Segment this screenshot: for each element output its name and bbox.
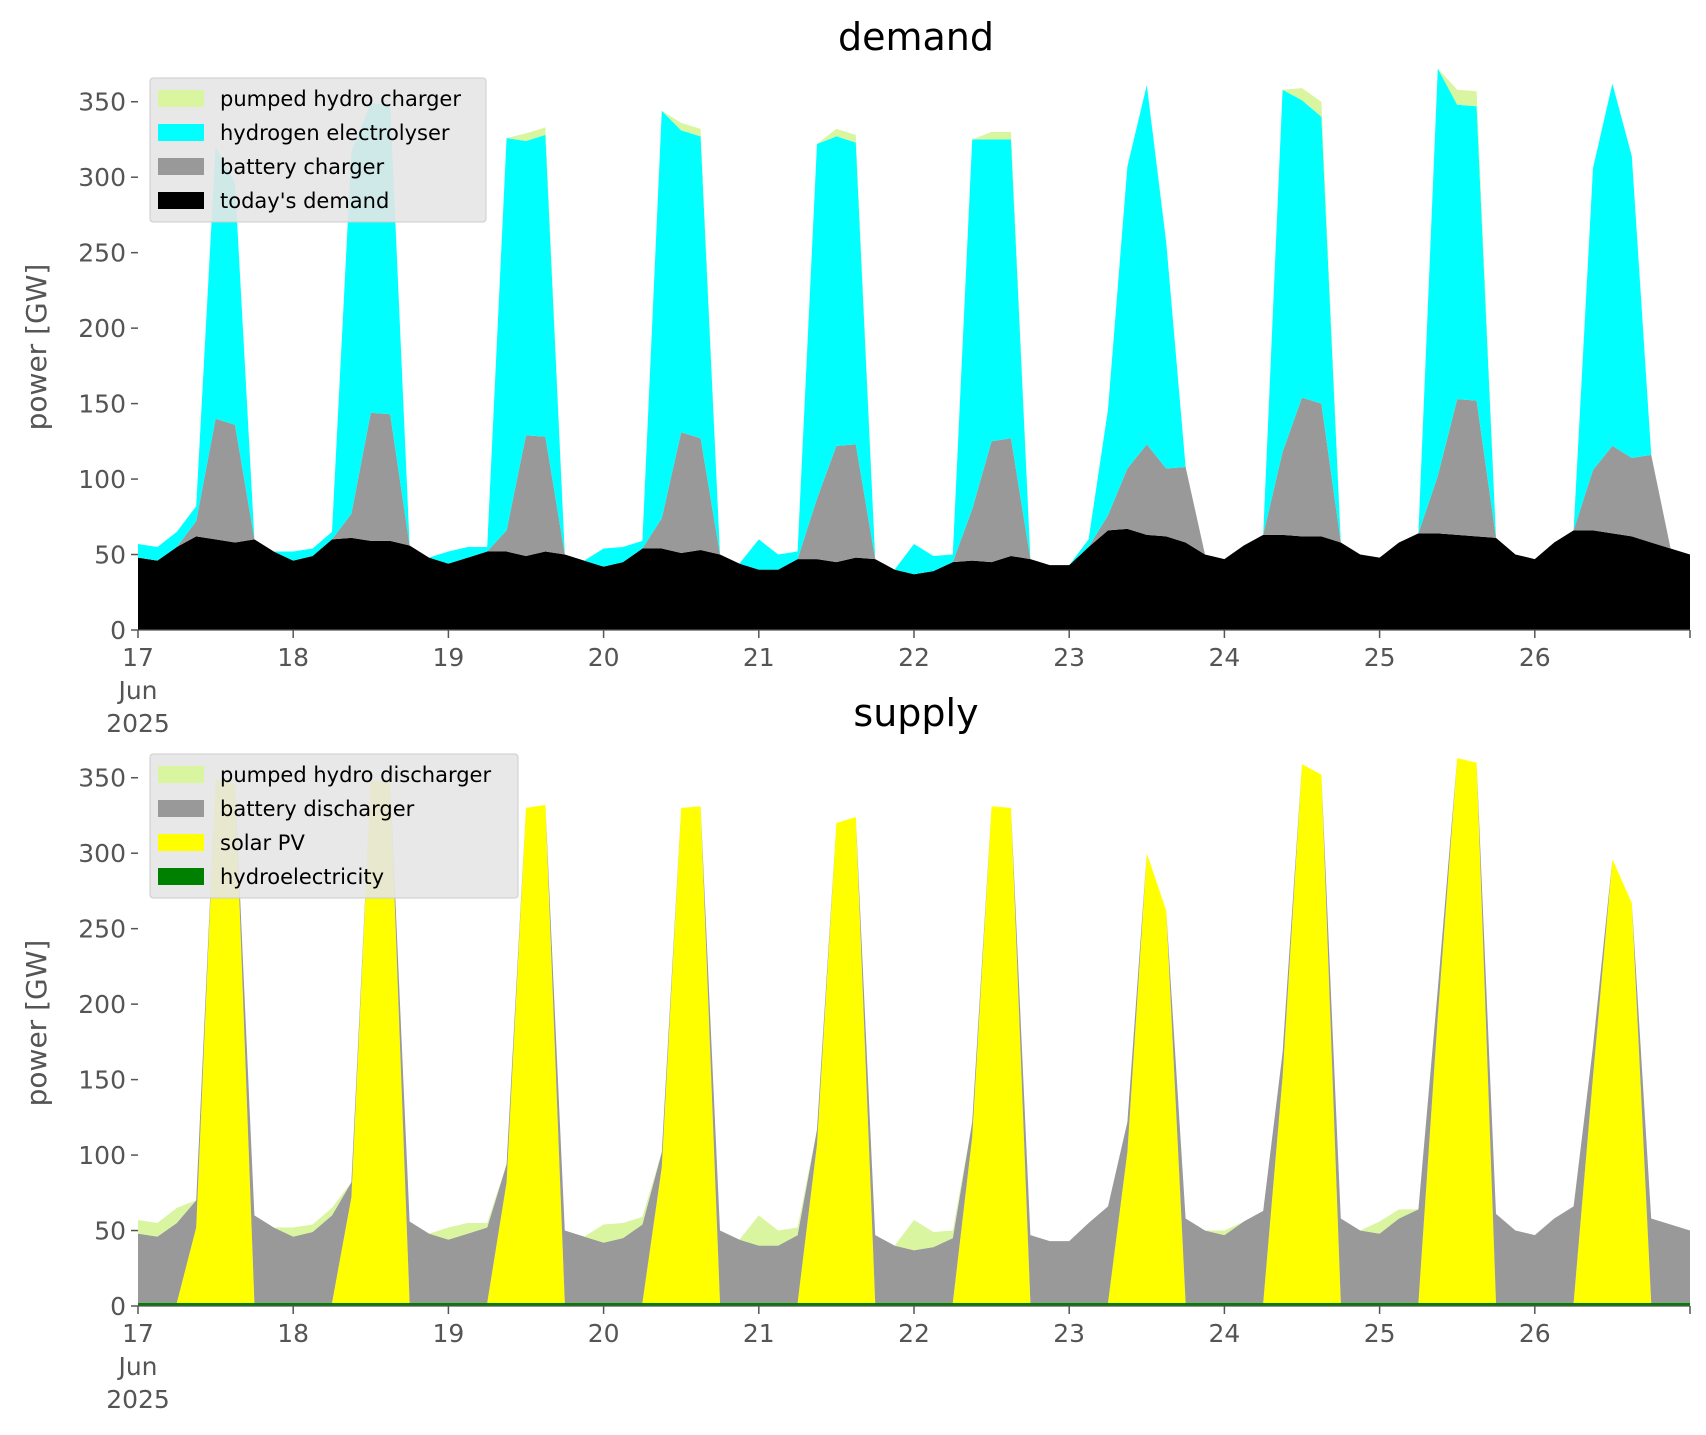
legend-swatch-hydrogen-electrolyser bbox=[158, 124, 204, 141]
y-tick-label: 0 bbox=[110, 1292, 126, 1321]
x-tick-label: 19 bbox=[432, 1319, 464, 1348]
legend-swatch-battery-charger bbox=[158, 158, 204, 175]
y-tick-label: 200 bbox=[78, 990, 126, 1019]
x-tick-label: 17 bbox=[122, 1319, 154, 1348]
y-tick-label: 0 bbox=[110, 616, 126, 645]
x-tick-label: 17 bbox=[122, 643, 154, 672]
supply-panel: 0 50 100 150 200 250 300 350 17 Jun 2025 18 19 20 21 22… bbox=[20, 691, 1691, 1414]
x-tick-label: 23 bbox=[1053, 643, 1085, 672]
x-tick-label: 21 bbox=[743, 1319, 775, 1348]
legend-swatch-pumped-hydro-discharger bbox=[158, 766, 204, 783]
area-hydrogen-electrolyser bbox=[138, 68, 1690, 575]
y-tick-label: 50 bbox=[94, 1217, 126, 1246]
chart-title: supply bbox=[853, 691, 978, 735]
legend-swatch-hydroelectricity bbox=[158, 868, 204, 885]
y-tick-label: 150 bbox=[78, 1066, 126, 1095]
legend-label-pumped-hydro-discharger: pumped hydro discharger bbox=[220, 763, 491, 787]
legend-swatch-solar-pv bbox=[158, 834, 204, 851]
y-tick-label: 300 bbox=[78, 839, 126, 868]
y-tick-label: 100 bbox=[78, 465, 126, 494]
area-battery-discharger bbox=[138, 758, 1690, 1303]
y-tick-label: 200 bbox=[78, 314, 126, 343]
x-tick-label: 20 bbox=[588, 1319, 620, 1348]
x-tick-sublabel: 2025 bbox=[106, 1385, 170, 1414]
legend-box bbox=[149, 77, 487, 223]
x-tick-label: 21 bbox=[743, 643, 775, 672]
x-tick-sublabel: Jun bbox=[116, 676, 157, 705]
legend-swatch-pumped-hydro-charger bbox=[158, 90, 204, 107]
legend-swatch-today-s-demand bbox=[158, 192, 204, 209]
x-tick-label: 22 bbox=[898, 643, 930, 672]
legend: pumped hydro discharger battery discharge… bbox=[149, 753, 519, 899]
legend-label-battery-charger: battery charger bbox=[220, 155, 385, 179]
x-tick-sublabel: Jun bbox=[116, 1352, 157, 1381]
y-tick-label: 350 bbox=[78, 764, 126, 793]
legend-swatch-battery-discharger bbox=[158, 800, 204, 817]
x-tick-sublabel: 2025 bbox=[106, 709, 170, 738]
y-tick-label: 250 bbox=[78, 915, 126, 944]
area-series-group bbox=[138, 758, 1690, 1306]
y-tick-label: 50 bbox=[94, 541, 126, 570]
x-tick-label: 25 bbox=[1364, 643, 1396, 672]
x-tick-label: 19 bbox=[432, 643, 464, 672]
area-hydroelectricity bbox=[138, 1303, 1690, 1306]
area-series-group bbox=[138, 68, 1690, 630]
x-tick-label: 24 bbox=[1208, 643, 1240, 672]
y-tick-label: 350 bbox=[78, 88, 126, 117]
x-tick-label: 26 bbox=[1519, 1319, 1551, 1348]
y-tick-label: 250 bbox=[78, 239, 126, 268]
x-tick-label: 18 bbox=[277, 643, 309, 672]
chart-title: demand bbox=[838, 15, 994, 59]
x-tick-label: 20 bbox=[588, 643, 620, 672]
legend-label-hydrogen-electrolyser: hydrogen electrolyser bbox=[220, 121, 450, 145]
demand-panel: 0 50 100 150 200 250 300 350 17 Jun 2025 18 19 20 21 22… bbox=[20, 15, 1691, 738]
area-battery-charger bbox=[138, 397, 1690, 575]
legend-label-today-s-demand: today's demand bbox=[220, 189, 389, 213]
y-tick-label: 150 bbox=[78, 390, 126, 419]
legend-box bbox=[149, 753, 519, 899]
legend-label-hydroelectricity: hydroelectricity bbox=[220, 865, 384, 889]
x-tick-label: 25 bbox=[1364, 1319, 1396, 1348]
area-solar-pv bbox=[138, 758, 1690, 1303]
y-axis-label: power [GW] bbox=[20, 940, 53, 1107]
x-tick-label: 18 bbox=[277, 1319, 309, 1348]
legend-label-pumped-hydro-charger: pumped hydro charger bbox=[220, 87, 461, 111]
x-tick-label: 24 bbox=[1208, 1319, 1240, 1348]
x-tick-label: 23 bbox=[1053, 1319, 1085, 1348]
y-axis-label: power [GW] bbox=[20, 264, 53, 431]
legend: pumped hydro charger hydrogen electrolyse… bbox=[149, 77, 487, 223]
y-tick-label: 300 bbox=[78, 163, 126, 192]
area-today-s-demand bbox=[138, 528, 1690, 630]
x-tick-label: 22 bbox=[898, 1319, 930, 1348]
legend-label-battery-discharger: battery discharger bbox=[220, 797, 415, 821]
legend-label-solar-pv: solar PV bbox=[220, 831, 305, 855]
x-tick-label: 26 bbox=[1519, 643, 1551, 672]
y-tick-label: 100 bbox=[78, 1141, 126, 1170]
